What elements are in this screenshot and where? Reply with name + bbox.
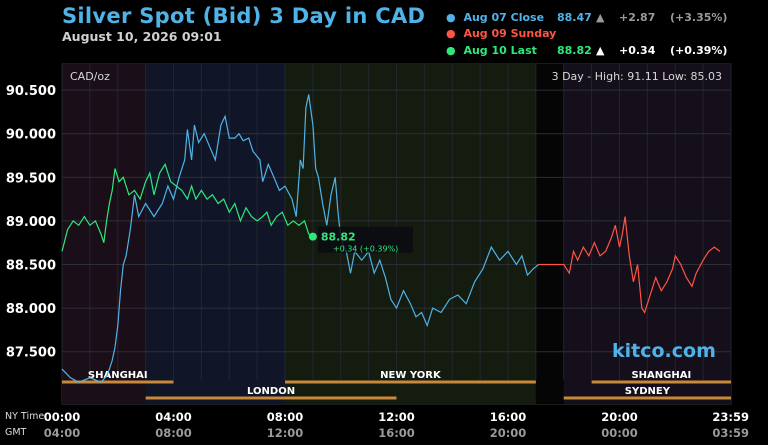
legend-pct-close: (+3.35%) bbox=[670, 11, 728, 24]
y-tick-label: 88.000 bbox=[6, 302, 56, 317]
legend-label: Aug 07 Close bbox=[463, 11, 545, 24]
x-tick-gmt: 12:00 bbox=[267, 426, 304, 440]
x-tick-gmt: 03:59 bbox=[712, 426, 749, 440]
legend-value-last: 88.82 bbox=[557, 44, 592, 57]
legend-arrow-close: ▲ bbox=[596, 11, 605, 24]
x-tick-gmt: 08:00 bbox=[155, 426, 192, 440]
x-tick-ny: 16:00 bbox=[490, 410, 527, 424]
session-label: SYDNEY bbox=[625, 386, 671, 397]
session-shade-asia bbox=[62, 64, 146, 404]
y-tick-label: 90.000 bbox=[6, 128, 56, 143]
watermark: kitco.com bbox=[612, 340, 716, 362]
x-tick-gmt: 16:00 bbox=[378, 426, 415, 440]
x-tick-gmt: 20:00 bbox=[490, 426, 527, 440]
x-tick-gmt: 00:00 bbox=[601, 426, 638, 440]
x-tick-ny: 20:00 bbox=[601, 410, 638, 424]
last-label-bg bbox=[317, 226, 413, 253]
legend-entry-close: ● Aug 07 Close bbox=[446, 11, 544, 24]
x-tick-gmt: 04:00 bbox=[44, 426, 81, 440]
y-tick-label: 87.500 bbox=[6, 346, 56, 361]
y-tick-label: 90.500 bbox=[6, 84, 56, 99]
series-line-2 bbox=[61, 162, 314, 252]
legend-change-last: +0.34 bbox=[619, 44, 656, 57]
session-label: LONDON bbox=[247, 386, 295, 397]
chart-title: Silver Spot (Bid) 3 Day in CAD bbox=[62, 4, 426, 28]
x-tick-ny: 04:00 bbox=[155, 410, 192, 424]
session-label: SHANGHAI bbox=[88, 370, 148, 381]
legend-pct-last: (+0.39%) bbox=[670, 44, 728, 57]
last-change-label: +0.34 (+0.39%) bbox=[333, 245, 398, 254]
legend-dot: ● bbox=[446, 44, 456, 57]
unit-label: CAD/oz bbox=[70, 70, 110, 83]
session-shade-closed bbox=[535, 64, 564, 404]
tz-gmt-label: GMT bbox=[5, 427, 27, 438]
legend-arrow-last: ▲ bbox=[596, 44, 605, 57]
chart-date: August 10, 2026 09:01 bbox=[62, 29, 222, 44]
session-label: NEW YORK bbox=[380, 370, 442, 381]
legend-value-close: 88.47 bbox=[557, 11, 592, 24]
last-point-marker bbox=[308, 232, 317, 241]
last-value-label: 88.82 bbox=[321, 231, 356, 244]
legend-entry-last: ● Aug 10 Last bbox=[446, 44, 537, 57]
x-tick-ny: 00:00 bbox=[44, 410, 81, 424]
y-tick-label: 88.500 bbox=[6, 259, 56, 274]
session-shade-london bbox=[145, 64, 285, 404]
y-tick-label: 89.500 bbox=[6, 171, 56, 186]
high-low-label: 3 Day - High: 91.11 Low: 85.03 bbox=[551, 70, 722, 83]
legend-change-close: +2.87 bbox=[619, 11, 656, 24]
x-tick-ny: 23:59 bbox=[712, 410, 749, 424]
x-tick-ny: 12:00 bbox=[378, 410, 415, 424]
series-line-0 bbox=[61, 94, 540, 383]
y-tick-label: 89.000 bbox=[6, 215, 56, 230]
session-label: SHANGHAI bbox=[631, 370, 691, 381]
legend-dot: ● bbox=[446, 27, 456, 40]
legend-entry-sunday: ● Aug 09 Sunday bbox=[446, 27, 556, 40]
tz-ny-label: NY Time bbox=[5, 411, 45, 422]
x-tick-ny: 08:00 bbox=[267, 410, 304, 424]
legend-label: Aug 09 Sunday bbox=[463, 27, 557, 40]
legend-dot: ● bbox=[446, 11, 456, 24]
series-line-1 bbox=[538, 216, 721, 314]
legend-label: Aug 10 Last bbox=[463, 44, 537, 57]
